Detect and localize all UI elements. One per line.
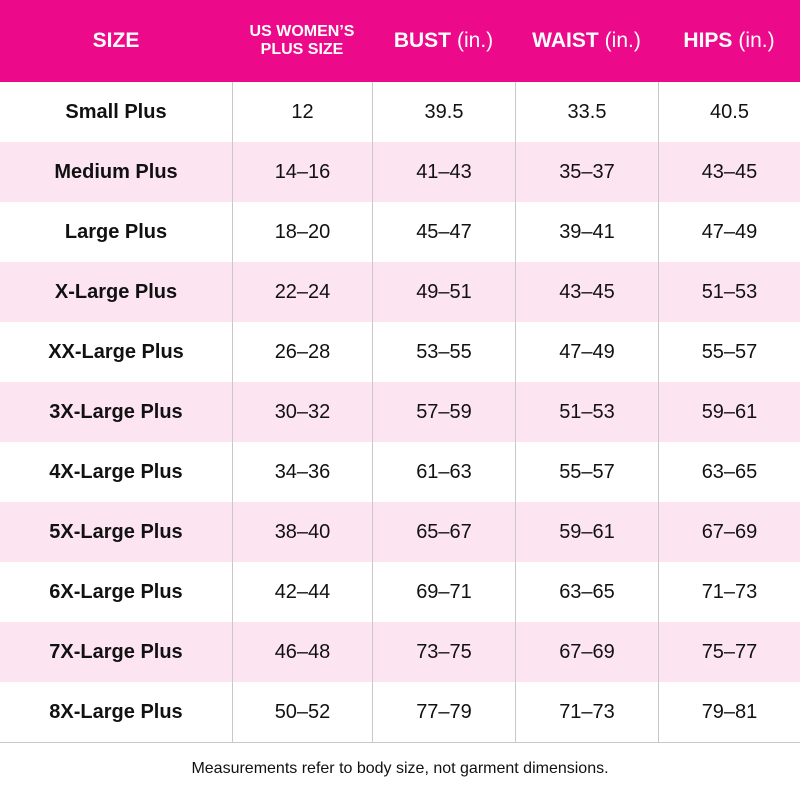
table-cell: 3X-Large Plus: [49, 400, 183, 423]
table-cell: 63–65: [658, 442, 800, 502]
table-cell: 14–16: [232, 142, 372, 202]
table-cell: 73–75: [372, 622, 515, 682]
table-cell: 33.5: [515, 82, 658, 142]
table-cell: 18–20: [232, 202, 372, 262]
header-label: BUST: [393, 29, 451, 52]
table-cell: 4X-Large Plus: [49, 460, 183, 483]
table-cell: 42–44: [232, 562, 372, 622]
table-cell: 53–55: [372, 322, 515, 382]
table-cell: 59–61: [515, 502, 658, 562]
table-cell: Large Plus: [64, 220, 168, 243]
header-unit: (in.): [604, 29, 641, 52]
table-row: Large Plus 18–20 45–47 39–41 47–49: [0, 202, 800, 262]
table-cell: 41–43: [372, 142, 515, 202]
table-cell: 67–69: [658, 502, 800, 562]
header-cell: US WOMEN’S PLUS SIZE: [232, 0, 372, 82]
table-cell: 12: [232, 82, 372, 142]
table-cell: 39–41: [515, 202, 658, 262]
table-cell: 6X-Large Plus: [49, 580, 183, 603]
table-cell: 67–69: [515, 622, 658, 682]
table-cell: 77–79: [372, 682, 515, 742]
table-cell: 57–59: [372, 382, 515, 442]
table-row: 4X-Large Plus 34–36 61–63 55–57 63–65: [0, 442, 800, 502]
header-label: HIPS: [683, 29, 733, 52]
table-row: 6X-Large Plus 42–44 69–71 63–65 71–73: [0, 562, 800, 622]
header-line: PLUS SIZE: [260, 41, 344, 58]
table-cell: 30–32: [232, 382, 372, 442]
table-cell: X-Large Plus: [54, 280, 178, 303]
table-cell: 43–45: [515, 262, 658, 322]
table-cell: 38–40: [232, 502, 372, 562]
table-cell: 34–36: [232, 442, 372, 502]
header-cell: WAIST (in.): [515, 0, 658, 82]
table-cell: 8X-Large Plus: [49, 700, 183, 723]
table-cell: 55–57: [515, 442, 658, 502]
header-label: WAIST: [532, 29, 599, 52]
table-cell: 65–67: [372, 502, 515, 562]
table-cell: 5X-Large Plus: [49, 520, 183, 543]
header-cell: BUST (in.): [372, 0, 515, 82]
table-cell: Medium Plus: [54, 160, 178, 183]
table-cell: 50–52: [232, 682, 372, 742]
table-cell: Small Plus: [65, 100, 167, 123]
table-row: Medium Plus 14–16 41–43 35–37 43–45: [0, 142, 800, 202]
header-unit: (in.): [457, 29, 494, 52]
footnote: Measurements refer to body size, not gar…: [191, 760, 609, 777]
header-unit: (in.): [738, 29, 775, 52]
table-cell: 35–37: [515, 142, 658, 202]
table-cell: 47–49: [658, 202, 800, 262]
table-cell: 7X-Large Plus: [49, 640, 183, 663]
header-row: SIZE US WOMEN’S PLUS SIZE BUST (in.) WAIST (in…: [0, 0, 800, 82]
table-row: X-Large Plus 22–24 49–51 43–45 51–53: [0, 262, 800, 322]
table-cell: 46–48: [232, 622, 372, 682]
table-cell: 39.5: [372, 82, 515, 142]
table-cell: 43–45: [658, 142, 800, 202]
table-cell: 45–47: [372, 202, 515, 262]
table-row: XX-Large Plus 26–28 53–55 47–49 55–57: [0, 322, 800, 382]
table-cell: 79–81: [658, 682, 800, 742]
table-cell: 51–53: [658, 262, 800, 322]
table-row: 3X-Large Plus 30–32 57–59 51–53 59–61: [0, 382, 800, 442]
table-cell: 71–73: [515, 682, 658, 742]
table-row: 8X-Large Plus 50–52 77–79 71–73 79–81: [0, 682, 800, 743]
header-line: US WOMEN’S: [249, 23, 355, 40]
table-cell: 40.5: [658, 82, 800, 142]
table-cell: 75–77: [658, 622, 800, 682]
table-cell: 51–53: [515, 382, 658, 442]
header-cell: HIPS (in.): [658, 0, 800, 82]
table-cell: 71–73: [658, 562, 800, 622]
table-cell: 22–24: [232, 262, 372, 322]
table-cell: 59–61: [658, 382, 800, 442]
table-cell: XX-Large Plus: [48, 340, 184, 363]
table-cell: 69–71: [372, 562, 515, 622]
table-row: 7X-Large Plus 46–48 73–75 67–69 75–77: [0, 622, 800, 682]
table-cell: 47–49: [515, 322, 658, 382]
table-cell: 63–65: [515, 562, 658, 622]
header-cell: SIZE: [0, 0, 232, 82]
table-row: Small Plus 12 39.5 33.5 40.5: [0, 82, 800, 142]
table-cell: 49–51: [372, 262, 515, 322]
header-label: SIZE: [92, 29, 140, 52]
table-cell: 61–63: [372, 442, 515, 502]
table-row: 5X-Large Plus 38–40 65–67 59–61 67–69: [0, 502, 800, 562]
table-cell: 26–28: [232, 322, 372, 382]
size-table: SIZE US WOMEN’S PLUS SIZE BUST (in.) WAIST (in…: [0, 0, 800, 743]
table-cell: 55–57: [658, 322, 800, 382]
